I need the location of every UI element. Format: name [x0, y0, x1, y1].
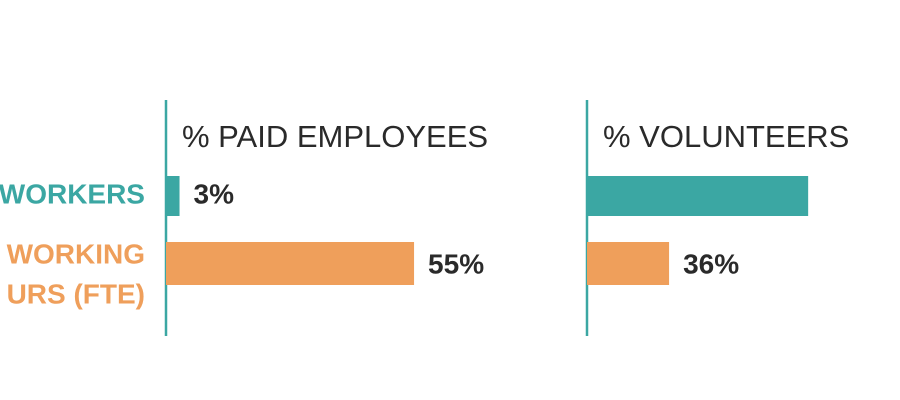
panel-title: % PAID EMPLOYEES: [182, 119, 488, 154]
value-label: 36%: [683, 248, 739, 279]
panel-title: % VOLUNTEERS: [603, 119, 849, 154]
bar: [166, 242, 415, 285]
value-label: 3%: [194, 178, 235, 209]
value-label: 55%: [428, 248, 484, 279]
bar: [587, 176, 809, 216]
plot: % PAID EMPLOYEES 3% 55% WORKERS WORKING URS (…: [0, 100, 849, 336]
category-label: WORKING: [7, 238, 145, 269]
bar: [587, 242, 670, 285]
bar: [166, 176, 180, 216]
category-label: URS (FTE): [7, 278, 145, 309]
category-label: WORKERS: [0, 178, 145, 209]
